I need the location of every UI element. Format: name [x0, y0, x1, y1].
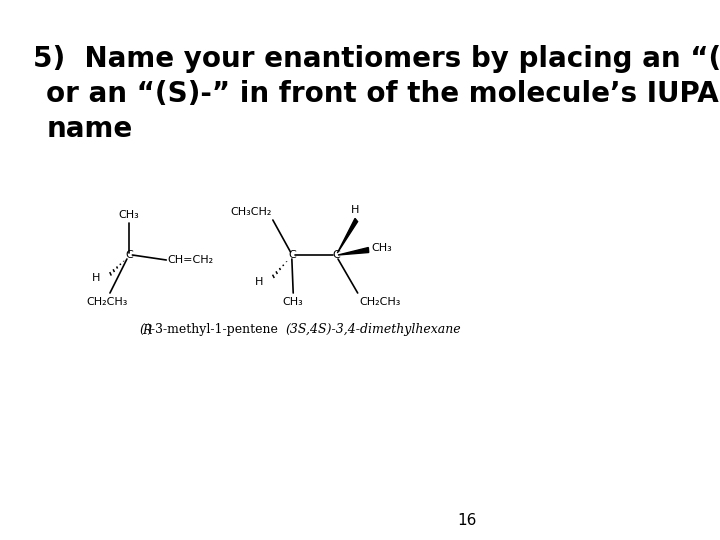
Text: name: name: [46, 115, 132, 143]
Text: CH₃: CH₃: [283, 297, 304, 307]
Text: (3S,4S)-3,4-dimethylhexane: (3S,4S)-3,4-dimethylhexane: [285, 323, 461, 336]
Text: )-3-methyl-1-pentene: )-3-methyl-1-pentene: [146, 323, 278, 336]
Text: CH=CH₂: CH=CH₂: [168, 255, 214, 265]
Text: CH₂CH₃: CH₂CH₃: [86, 297, 128, 307]
Text: or an “(S)-” in front of the molecule’s IUPAC: or an “(S)-” in front of the molecule’s …: [46, 80, 720, 108]
Text: CH₃CH₂: CH₃CH₂: [230, 207, 271, 217]
Text: H: H: [255, 277, 264, 287]
Text: 5)  Name your enantiomers by placing an “(R)-”: 5) Name your enantiomers by placing an “…: [32, 45, 720, 73]
Polygon shape: [338, 218, 358, 253]
Text: CH₃: CH₃: [119, 210, 140, 220]
Text: C: C: [125, 250, 132, 260]
Text: H: H: [92, 273, 101, 283]
Text: R: R: [142, 323, 151, 336]
Text: C: C: [332, 250, 340, 260]
Polygon shape: [338, 247, 369, 255]
Text: CH₃: CH₃: [372, 243, 392, 253]
Text: C: C: [288, 250, 296, 260]
Text: (: (: [139, 323, 144, 336]
Text: CH₂CH₃: CH₂CH₃: [360, 297, 401, 307]
Text: 16: 16: [458, 513, 477, 528]
Text: H: H: [351, 205, 359, 215]
